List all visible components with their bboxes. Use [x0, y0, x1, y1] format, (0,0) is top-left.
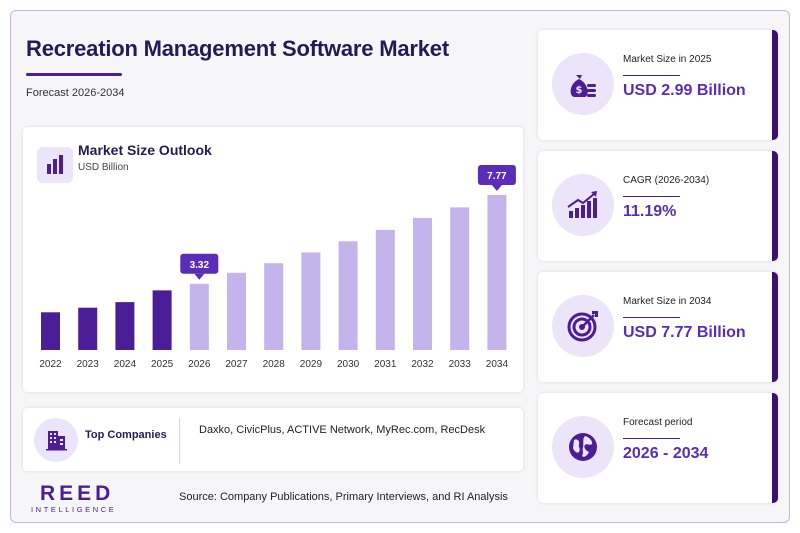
bar-2025 — [152, 290, 172, 350]
x-tick-label: 2022 — [39, 359, 62, 370]
source-note: Source: Company Publications, Primary In… — [179, 491, 508, 503]
divider — [179, 418, 180, 464]
stat-value: USD 2.99 Billion — [623, 82, 746, 99]
stat-rule — [623, 438, 680, 439]
stat-value: 2026 - 2034 — [623, 445, 709, 462]
bar-2027 — [227, 272, 246, 350]
target-icon — [552, 295, 614, 357]
bar-2026 — [189, 283, 209, 350]
svg-text:$: $ — [576, 85, 583, 96]
bar-2029 — [301, 252, 321, 350]
stat-rule — [623, 317, 680, 318]
x-tick-label: 2033 — [449, 359, 472, 370]
bar-2023 — [78, 307, 98, 350]
bar-2028 — [264, 263, 284, 350]
money-bag-icon: $ — [552, 53, 614, 115]
x-tick-label: 2028 — [263, 359, 286, 370]
x-tick-label: 2027 — [225, 359, 248, 370]
stat-rule — [623, 75, 680, 76]
stat-card-forecast-period: Forecast period 2026 - 2034 — [538, 393, 778, 503]
building-icon — [34, 418, 78, 462]
stat-label: Market Size in 2025 — [623, 54, 712, 65]
bar-2031 — [375, 229, 395, 350]
data-label: 7.77 — [487, 171, 507, 182]
page-title: Recreation Management Software Market — [26, 36, 449, 61]
stat-card-cagr: CAGR (2026-2034) 11.19% — [538, 151, 778, 261]
x-tick-label: 2031 — [374, 359, 397, 370]
stat-label: Market Size in 2034 — [623, 296, 712, 307]
bar-2024 — [115, 302, 135, 350]
bar-2022 — [41, 312, 60, 350]
bar-2033 — [450, 207, 470, 350]
x-tick-label: 2029 — [300, 359, 323, 370]
stat-card-market-size-2034: Market Size in 2034 USD 7.77 Billion — [538, 272, 778, 382]
brand-logo-subtitle: INTELLIGENCE — [31, 505, 117, 514]
x-tick-label: 2026 — [188, 359, 211, 370]
x-tick-label: 2024 — [114, 359, 137, 370]
top-companies-label: Top Companies — [85, 429, 167, 441]
stat-value: USD 7.77 Billion — [623, 324, 746, 341]
chart-unit-label: USD Billion — [78, 162, 129, 173]
bar-2034 — [487, 195, 507, 350]
brand-logo: REED — [40, 482, 115, 505]
stat-card-market-size-2025: $ Market Size in 2025 USD 2.99 Billion — [538, 30, 778, 140]
x-tick-label: 2023 — [77, 359, 100, 370]
top-companies-card: Top Companies Daxko, CivicPlus, ACTIVE N… — [23, 408, 523, 471]
data-callout-2026: 3.32 — [180, 253, 219, 280]
stat-label: CAGR (2026-2034) — [623, 175, 710, 186]
bar-2030 — [338, 241, 358, 350]
x-tick-label: 2030 — [337, 359, 360, 370]
title-underline — [26, 73, 122, 76]
stat-value: 11.19% — [623, 203, 677, 220]
stat-label: Forecast period — [623, 417, 693, 428]
globe-icon — [552, 416, 614, 478]
growth-chart-icon — [552, 174, 614, 236]
chart-title: Market Size Outlook — [78, 142, 212, 158]
stat-rule — [623, 196, 680, 197]
data-label: 3.32 — [190, 260, 210, 271]
bar-chart: 2022 2023 2024 2025 2026 2027 2028 2029 2030 2031… — [39, 165, 516, 370]
bar-2032 — [413, 217, 432, 350]
data-callout-2034: 7.77 — [477, 165, 516, 191]
market-size-chart-card: Market Size Outlook USD Billion 2022 2023… — [23, 127, 523, 392]
top-companies-list: Daxko, CivicPlus, ACTIVE Network, MyRec.… — [199, 424, 486, 436]
x-tick-label: 2034 — [486, 359, 509, 370]
bar-chart-icon — [37, 147, 73, 183]
x-tick-label: 2025 — [151, 359, 174, 370]
x-tick-label: 2032 — [411, 359, 434, 370]
page-subtitle: Forecast 2026-2034 — [26, 87, 125, 99]
